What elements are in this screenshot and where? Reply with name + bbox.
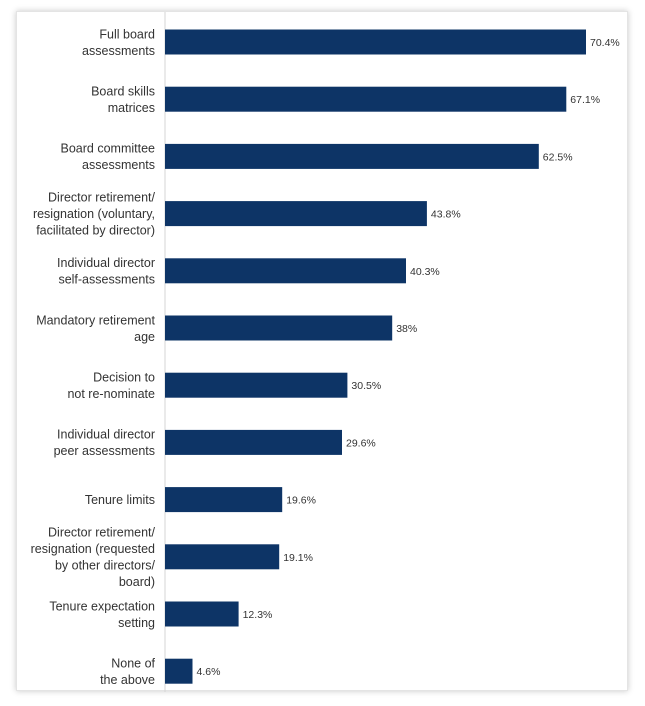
- category-label: Mandatory retirement: [36, 313, 155, 327]
- category-label: Director retirement/: [48, 526, 155, 540]
- category-label: resignation (requested: [31, 542, 155, 556]
- category-label: Individual director: [57, 256, 155, 270]
- category-label: age: [134, 330, 155, 344]
- bar: [165, 143, 539, 169]
- category-label: None of: [111, 657, 155, 671]
- bar: [165, 201, 427, 227]
- bar-value-label: 4.6%: [197, 666, 221, 678]
- bar: [165, 372, 348, 398]
- bar: [165, 429, 342, 455]
- category-label: the above: [100, 673, 155, 687]
- category-label: assessments: [82, 44, 155, 58]
- category-label: Tenure limits: [85, 493, 155, 507]
- bar-value-label: 70.4%: [590, 37, 620, 49]
- bar-value-label: 30.5%: [351, 380, 381, 392]
- category-label: by other directors/: [55, 559, 156, 573]
- category-label: self-assessments: [58, 273, 155, 287]
- bar: [165, 487, 283, 513]
- category-label: facilitated by director): [36, 224, 155, 238]
- category-label: setting: [118, 616, 155, 630]
- bar: [165, 315, 393, 341]
- category-label: Tenure expectation: [49, 599, 155, 613]
- bar-value-label: 19.6%: [286, 495, 316, 507]
- bar-value-label: 38%: [396, 323, 417, 335]
- category-label: matrices: [108, 101, 155, 115]
- bar: [165, 258, 406, 284]
- chart-card: 70.4% Full board assessments 67.1% Board ski…: [16, 11, 628, 692]
- category-label: assessments: [82, 158, 155, 172]
- category-label: board): [119, 575, 155, 589]
- category-label: not re-nominate: [67, 387, 155, 401]
- category-label: peer assessments: [54, 444, 155, 458]
- bar-value-label: 43.8%: [431, 209, 461, 221]
- category-label: Full board: [99, 27, 155, 41]
- bar: [165, 86, 567, 112]
- bar: [165, 544, 280, 570]
- category-label: Individual director: [57, 428, 155, 442]
- horizontal-bar-chart: 70.4% Full board assessments 67.1% Board ski…: [31, 12, 620, 692]
- bar-value-label: 19.1%: [283, 552, 313, 564]
- bar: [165, 601, 239, 627]
- category-label: Decision to: [93, 371, 155, 385]
- bar: [165, 658, 193, 684]
- bar: [165, 29, 586, 55]
- category-label: resignation (voluntary,: [33, 207, 155, 221]
- bar-value-label: 67.1%: [570, 94, 600, 106]
- bar-value-label: 12.3%: [243, 609, 273, 621]
- bar-value-label: 40.3%: [410, 266, 440, 278]
- category-label: Board skills: [91, 85, 155, 99]
- category-label: Director retirement/: [48, 191, 155, 205]
- bar-value-label: 29.6%: [346, 437, 376, 449]
- category-label: Board committee: [61, 142, 156, 156]
- bar-value-label: 62.5%: [543, 151, 573, 163]
